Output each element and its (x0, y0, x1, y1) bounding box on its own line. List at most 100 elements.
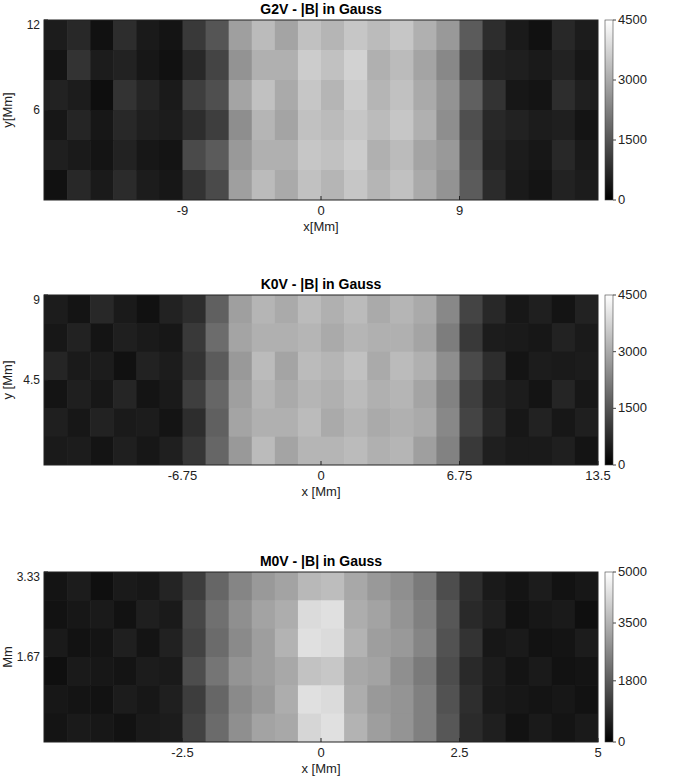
figure: G2V - |B| in Gauss-909612x[Mm]y[Mm]01500… (0, 0, 694, 783)
heat-cell (113, 685, 137, 714)
heat-cell (413, 323, 437, 352)
heat-cell (67, 50, 91, 81)
heat-cell (483, 140, 507, 171)
heat-cell (252, 352, 276, 381)
heat-cell (413, 685, 437, 714)
heat-cell (321, 110, 345, 141)
heat-cell (44, 657, 68, 686)
heat-cell (90, 140, 114, 171)
heat-cell (67, 80, 91, 111)
heat-cell (44, 572, 68, 601)
heat-cell (413, 380, 437, 409)
heat-cell (183, 408, 207, 437)
heat-cell (460, 140, 484, 171)
heat-cell (229, 20, 253, 51)
heat-cell (275, 50, 299, 81)
heat-cell (506, 714, 530, 742)
heat-cell (483, 380, 507, 409)
heat-cell (183, 600, 207, 629)
heat-cell (460, 408, 484, 437)
heat-cell (575, 685, 598, 714)
heat-cell (183, 50, 207, 81)
panel: K0V - |B| in Gauss-6.7506.7513.54.59x [M… (0, 276, 647, 499)
heat-cell (113, 110, 137, 141)
heat-cell (229, 110, 253, 141)
heat-cell (298, 50, 322, 81)
y-axis-title: y[Mm] (0, 92, 15, 127)
heat-cell (344, 600, 368, 629)
colorbar-tick-label: 4500 (618, 287, 647, 302)
heat-cell (506, 685, 530, 714)
heat-cell (460, 600, 484, 629)
colorbar-tick (613, 572, 616, 573)
heat-cell (275, 714, 299, 742)
heat-cell (321, 170, 345, 200)
heat-cell (436, 408, 460, 437)
y-tick-label: 3.33 (17, 570, 41, 584)
heat-cell (90, 600, 114, 629)
heat-cell (67, 352, 91, 381)
heat-cell (506, 80, 530, 111)
heat-cell (275, 323, 299, 352)
colorbar-tick-label: 1800 (618, 673, 647, 688)
heat-cell (275, 380, 299, 409)
heat-cell (506, 380, 530, 409)
colorbar-tick-label: 3000 (618, 344, 647, 359)
heat-cell (321, 380, 345, 409)
heat-cell (344, 323, 368, 352)
heat-cell (390, 380, 414, 409)
heat-cell (344, 20, 368, 51)
heat-cell (136, 437, 160, 465)
colorbar-tick (613, 351, 616, 352)
heat-cell (159, 408, 183, 437)
heat-cell (552, 657, 576, 686)
heat-cell (183, 714, 207, 742)
heat-cell (252, 380, 276, 409)
heat-cell (460, 380, 484, 409)
heat-cell (390, 323, 414, 352)
heat-cell (252, 408, 276, 437)
heat-cell (483, 437, 507, 465)
heat-cell (206, 685, 230, 714)
heat-cell (321, 408, 345, 437)
heat-cell (113, 380, 137, 409)
x-tick-label: 2.5 (450, 745, 468, 760)
colorbar-tick (613, 623, 616, 624)
heat-cell (252, 600, 276, 629)
heat-cell (113, 714, 137, 742)
heat-cell (229, 685, 253, 714)
heat-cell (552, 170, 576, 200)
heat-cell (367, 657, 391, 686)
heat-cell (529, 657, 553, 686)
heat-cell (159, 323, 183, 352)
heat-cell (552, 352, 576, 381)
heat-cell (390, 629, 414, 658)
heat-cell (506, 295, 530, 324)
heat-cell (136, 80, 160, 111)
heat-cell (529, 408, 553, 437)
heat-cell (183, 20, 207, 51)
heat-cell (229, 629, 253, 658)
heat-cell (136, 323, 160, 352)
heat-cell (183, 80, 207, 111)
heat-cell (44, 600, 68, 629)
heat-cell (90, 714, 114, 742)
heat-cell (529, 323, 553, 352)
heat-cell (436, 295, 460, 324)
heat-cell (252, 629, 276, 658)
heat-cell (436, 140, 460, 171)
heat-cell (206, 170, 230, 200)
heat-cell (367, 50, 391, 81)
heat-cell (529, 50, 553, 81)
heat-cell (44, 20, 68, 51)
heat-cell (44, 295, 68, 324)
heat-cell (275, 80, 299, 111)
colorbar-tick-label: 3000 (618, 72, 647, 87)
heat-cell (390, 140, 414, 171)
heat-cell (113, 437, 137, 465)
heat-cell (206, 380, 230, 409)
heat-cell (183, 380, 207, 409)
heat-cell (460, 685, 484, 714)
x-tick-label: 9 (456, 203, 463, 218)
heat-cell (436, 110, 460, 141)
